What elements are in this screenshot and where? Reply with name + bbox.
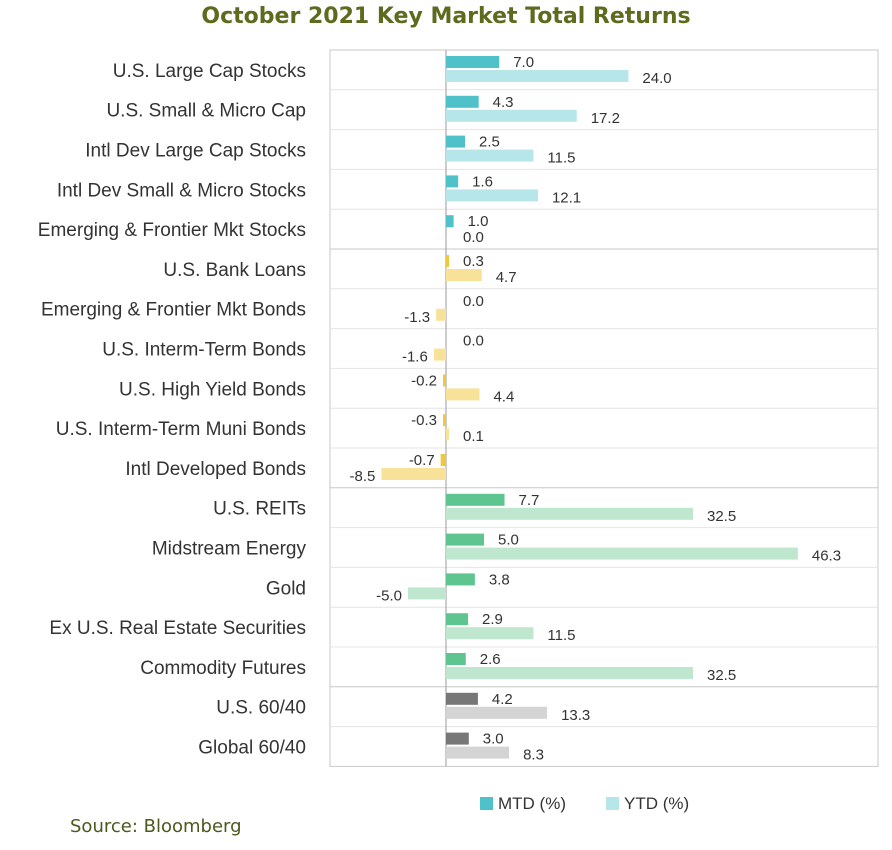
- ytd-bar: [446, 667, 693, 679]
- value-labels: 7.024.04.317.22.511.51.612.11.00.00.34.7…: [350, 54, 842, 764]
- mtd-bar: [446, 175, 459, 188]
- category-label: U.S. REITs: [213, 499, 306, 520]
- mtd-value-label: 0.0: [463, 293, 484, 310]
- ytd-bar: [446, 388, 480, 401]
- mtd-bar: [446, 613, 469, 626]
- ytd-value-label: 12.1: [552, 189, 581, 206]
- category-label: U.S. Large Cap Stocks: [113, 61, 306, 82]
- mtd-value-label: -0.7: [409, 452, 435, 469]
- category-label: U.S. High Yield Bonds: [119, 379, 306, 400]
- mtd-value-label: 4.2: [492, 691, 513, 708]
- category-label: Intl Dev Small & Micro Stocks: [57, 180, 306, 201]
- ytd-bar: [408, 587, 446, 600]
- ytd-value-label: 8.3: [523, 747, 544, 764]
- ytd-value-label: -1.6: [402, 349, 428, 366]
- category-label: Intl Developed Bonds: [125, 459, 306, 480]
- legend: MTD (%) YTD (%): [480, 794, 689, 813]
- ytd-bar: [446, 149, 534, 162]
- category-label: Midstream Energy: [152, 539, 307, 560]
- mtd-bar: [446, 493, 505, 506]
- category-label: U.S. Small & Micro Cap: [106, 101, 306, 122]
- mtd-bar: [446, 692, 478, 705]
- mtd-value-label: 7.7: [519, 492, 540, 509]
- ytd-bar: [446, 269, 482, 281]
- mtd-value-label: 0.0: [463, 333, 484, 350]
- ytd-value-label: 0.1: [463, 428, 484, 445]
- ytd-bar: [446, 507, 693, 520]
- category-label: U.S. Bank Loans: [163, 260, 306, 281]
- ytd-bar: [446, 189, 538, 202]
- ytd-bar: [381, 468, 446, 480]
- mtd-value-label: 2.6: [480, 651, 501, 668]
- ytd-value-label: 17.2: [591, 110, 620, 127]
- category-label: Emerging & Frontier Mkt Bonds: [41, 300, 306, 321]
- legend-swatch-mtd: [480, 797, 493, 810]
- ytd-value-label: -8.5: [350, 468, 376, 485]
- category-label: Gold: [266, 578, 306, 599]
- mtd-value-label: 3.8: [489, 571, 510, 588]
- mtd-bar: [446, 732, 469, 745]
- mtd-value-label: 0.3: [463, 253, 484, 270]
- category-label: U.S. Interm-Term Muni Bonds: [56, 419, 306, 440]
- category-label: U.S. 60/40: [216, 698, 306, 719]
- mtd-bar: [446, 533, 484, 546]
- mtd-bar: [446, 653, 466, 665]
- mtd-bar: [446, 135, 465, 148]
- ytd-bar: [433, 348, 446, 361]
- mtd-value-label: 2.9: [482, 611, 503, 628]
- source-note: Source: Bloomberg: [70, 816, 242, 837]
- category-label: U.S. Interm-Term Bonds: [102, 340, 306, 361]
- ytd-value-label: 13.3: [561, 707, 590, 724]
- ytd-value-label: 32.5: [707, 667, 736, 684]
- ytd-bar: [446, 70, 629, 82]
- mtd-value-label: -0.2: [411, 372, 437, 389]
- mtd-value-label: 3.0: [483, 731, 504, 748]
- category-label: Global 60/40: [198, 738, 306, 759]
- category-labels: U.S. Large Cap Stocks U.S. Small & Micro …: [38, 61, 307, 759]
- category-label: Commodity Futures: [140, 658, 306, 679]
- chart-title: October 2021 Key Market Total Returns: [201, 4, 691, 29]
- ytd-value-label: -5.0: [376, 587, 402, 604]
- category-label: Intl Dev Large Cap Stocks: [85, 141, 306, 162]
- mtd-value-label: 4.3: [493, 94, 514, 111]
- ytd-bar: [446, 627, 534, 640]
- ytd-bar: [436, 308, 446, 321]
- ytd-value-label: 11.5: [547, 150, 575, 167]
- ytd-bar: [446, 109, 577, 122]
- legend-swatch-ytd: [606, 797, 619, 810]
- ytd-bar: [446, 428, 449, 441]
- mtd-bar: [446, 56, 500, 68]
- ytd-value-label: 0.0: [463, 229, 484, 246]
- mtd-value-label: 7.0: [513, 54, 534, 71]
- mtd-bar: [446, 95, 479, 108]
- ytd-value-label: 32.5: [707, 508, 736, 525]
- legend-label-ytd: YTD (%): [624, 794, 689, 813]
- mtd-bar: [446, 215, 454, 228]
- mtd-value-label: 2.5: [479, 134, 500, 151]
- category-label: Ex U.S. Real Estate Securities: [49, 618, 306, 639]
- ytd-value-label: 11.5: [547, 627, 575, 644]
- mtd-bar: [440, 454, 446, 466]
- ytd-value-label: 4.7: [496, 269, 517, 286]
- ytd-bar: [446, 706, 548, 719]
- ytd-value-label: 24.0: [642, 70, 671, 87]
- chart-frame: [329, 49, 879, 767]
- ytd-bar: [446, 547, 798, 560]
- mtd-bar: [443, 374, 446, 387]
- mtd-value-label: 5.0: [498, 532, 519, 549]
- ytd-bar: [446, 746, 510, 759]
- mtd-value-label: -0.3: [411, 412, 437, 429]
- mtd-bar: [443, 414, 446, 427]
- mtd-bar: [446, 573, 475, 586]
- mtd-value-label: 1.6: [472, 173, 493, 190]
- mtd-bar: [446, 255, 449, 267]
- ytd-value-label: 4.4: [493, 388, 514, 405]
- mtd-value-label: 1.0: [468, 213, 489, 230]
- legend-label-mtd: MTD (%): [498, 794, 566, 813]
- ytd-value-label: -1.3: [404, 309, 430, 326]
- category-label: Emerging & Frontier Mkt Stocks: [38, 220, 306, 241]
- chart-bars: [381, 56, 798, 759]
- ytd-value-label: 46.3: [812, 548, 841, 565]
